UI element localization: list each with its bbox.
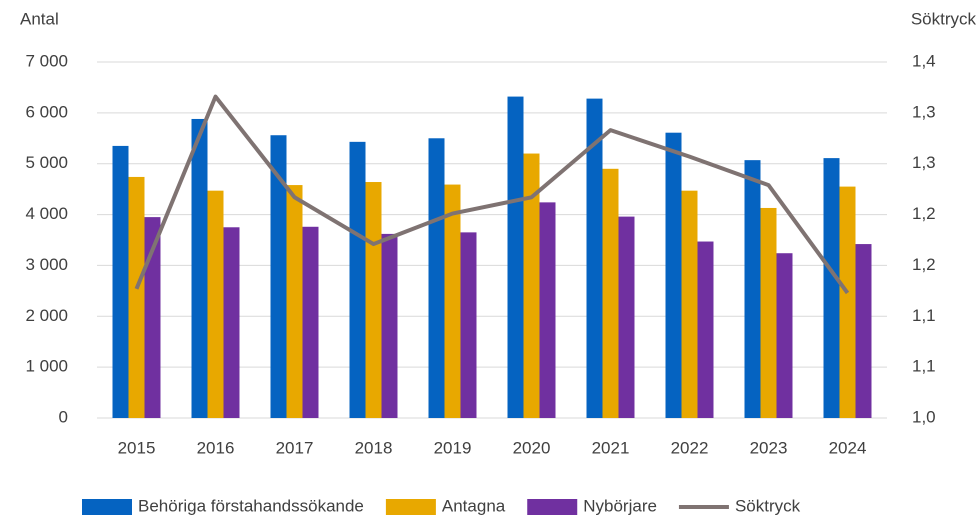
x-tick-label: 2021 bbox=[592, 438, 630, 457]
x-tick-label: 2016 bbox=[197, 438, 235, 457]
bar bbox=[681, 190, 698, 418]
y-tick-label: 1 000 bbox=[25, 357, 68, 376]
bar bbox=[697, 241, 714, 418]
y2-tick-label: 1,1 bbox=[912, 306, 936, 325]
legend-swatch bbox=[527, 499, 578, 515]
bar bbox=[618, 216, 635, 418]
y2-axis-label: Söktryck bbox=[911, 9, 977, 28]
y2-tick-label: 1,0 bbox=[912, 407, 936, 426]
y2-tick-label: 1,3 bbox=[912, 102, 936, 121]
legend-label: Söktryck bbox=[735, 496, 801, 515]
x-tick-label: 2018 bbox=[355, 438, 393, 457]
bar bbox=[507, 96, 524, 418]
bar bbox=[128, 176, 145, 418]
bar bbox=[460, 232, 477, 418]
legend-label: Behöriga förstahandssökande bbox=[138, 496, 364, 515]
bar bbox=[302, 226, 319, 418]
bar bbox=[112, 145, 129, 418]
bar bbox=[144, 217, 161, 418]
bar bbox=[349, 141, 366, 419]
bar bbox=[855, 244, 872, 418]
y2-tick-label: 1,2 bbox=[912, 204, 936, 223]
bar bbox=[191, 118, 208, 419]
bar bbox=[665, 132, 682, 419]
x-tick-label: 2020 bbox=[513, 438, 551, 457]
y2-tick-label: 1,1 bbox=[912, 357, 936, 376]
y-tick-label: 6 000 bbox=[25, 102, 68, 121]
y2-tick-label: 1,2 bbox=[912, 255, 936, 274]
x-tick-label: 2024 bbox=[829, 438, 867, 457]
y-tick-label: 2 000 bbox=[25, 306, 68, 325]
y-axis-label: Antal bbox=[20, 9, 59, 28]
bar bbox=[270, 135, 287, 418]
bar bbox=[428, 138, 445, 419]
bar bbox=[602, 168, 619, 418]
legend-swatch bbox=[385, 499, 436, 515]
bar bbox=[839, 186, 856, 418]
x-tick-label: 2022 bbox=[671, 438, 709, 457]
x-tick-label: 2015 bbox=[118, 438, 156, 457]
legend-label: Nybörjare bbox=[583, 496, 657, 515]
bar bbox=[207, 190, 224, 418]
bar bbox=[523, 153, 540, 419]
bar bbox=[760, 207, 777, 418]
y2-tick-label: 1,4 bbox=[912, 51, 936, 70]
bar bbox=[586, 98, 603, 419]
legend-label: Antagna bbox=[442, 496, 506, 515]
x-tick-label: 2017 bbox=[276, 438, 314, 457]
bar bbox=[365, 182, 382, 418]
y-tick-label: 3 000 bbox=[25, 255, 68, 274]
bar bbox=[381, 233, 398, 418]
y-tick-label: 4 000 bbox=[25, 204, 68, 223]
bar bbox=[823, 158, 840, 418]
y-tick-label: 5 000 bbox=[25, 153, 68, 172]
x-tick-label: 2019 bbox=[434, 438, 472, 457]
y2-tick-label: 1,3 bbox=[912, 153, 936, 172]
bar bbox=[444, 184, 461, 418]
bar bbox=[223, 227, 240, 418]
x-tick-label: 2023 bbox=[750, 438, 788, 457]
y-tick-label: 0 bbox=[59, 407, 68, 426]
bar bbox=[744, 160, 761, 418]
line-series bbox=[134, 94, 850, 295]
bar bbox=[286, 185, 303, 418]
y-tick-label: 7 000 bbox=[25, 51, 68, 70]
legend-swatch bbox=[82, 499, 132, 515]
bar bbox=[776, 253, 793, 418]
bar bbox=[539, 202, 556, 418]
